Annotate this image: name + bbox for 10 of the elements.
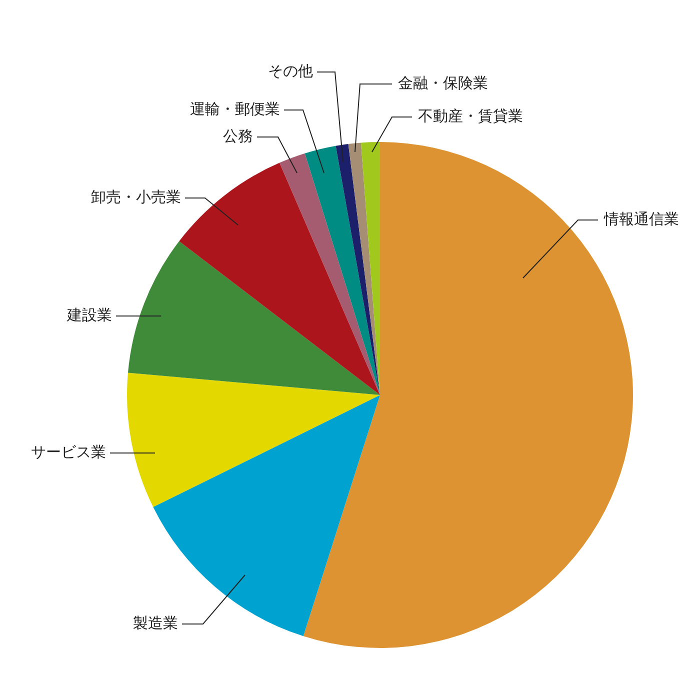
slice-label: 建設業	[66, 306, 112, 324]
slice-label: その他	[268, 62, 313, 80]
slice-label: 金融・保険業	[398, 74, 488, 92]
slice-label: 運輸・郵便業	[190, 100, 280, 118]
slice-label: 情報通信業	[603, 210, 679, 228]
slice-label: 製造業	[133, 614, 178, 632]
slice-label: 不動産・賃貸業	[418, 106, 523, 125]
slice-label: 公務	[223, 126, 253, 145]
slice-label: 卸売・小売業	[91, 188, 181, 206]
slice-label: サービス業	[31, 442, 106, 461]
